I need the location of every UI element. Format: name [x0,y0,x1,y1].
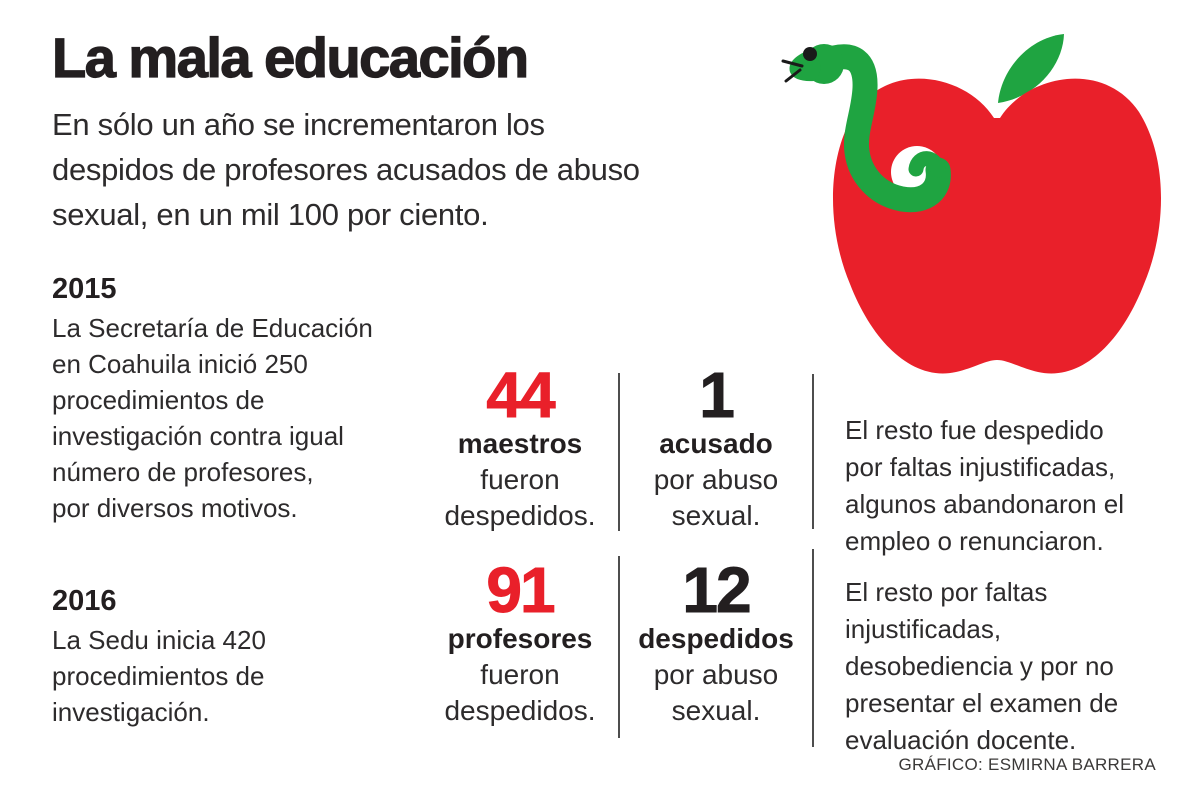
stat-fired-2016: 91 profesores fueron despedidos. [420,554,620,729]
stat-accused-2016-number: 12 [682,554,752,626]
note-2016: El resto por faltas injustificadas, deso… [845,577,1119,755]
year-2015-text: La Secretaría de Educación en Coahuila i… [52,313,373,523]
year-2015-block: 2015 La Secretaría de Educación en Coahu… [52,272,432,526]
stat-fired-2015: 44 maestros fueron despedidos. [420,359,620,534]
divider-row1-left [618,373,620,531]
stat-accused-2015: 1 acusado por abuso sexual. [622,359,810,534]
stat-fired-2015-label: maestros [457,428,583,459]
worm-tail-icon [908,151,946,178]
stat-accused-2015-detail: por abuso sexual. [653,464,779,531]
graphic-credit: GRÁFICO: ESMIRNA BARRERA [898,755,1156,774]
divider-row2-right [812,549,814,747]
stat-accused-2015-number: 1 [699,359,736,431]
header: La mala educación En sólo un año se incr… [51,24,762,237]
stat-fired-2015-number: 44 [486,359,556,431]
divider-row1-right [812,374,814,529]
page-title: La mala educación [51,25,529,89]
stat-fired-2015-detail: fueron despedidos. [444,464,596,531]
stat-accused-2015-label: acusado [659,428,773,459]
year-2015-heading: 2015 [52,273,117,305]
stat-accused-2016: 12 despedidos por abuso sexual. [622,554,810,729]
stat-accused-2016-label: despedidos [638,623,794,654]
year-2016-text: La Sedu inicia 420 procedimientos de inv… [52,625,266,727]
subtitle: En sólo un año se incrementaron los desp… [52,107,640,232]
apple-icon [832,78,1162,374]
worm-icon [809,44,951,213]
divider-row2-left [618,556,620,738]
note-2015: El resto fue despedido por faltas injust… [845,415,1125,556]
stat-accused-2016-detail: por abuso sexual. [653,659,779,726]
stat-fired-2016-number: 91 [486,554,556,626]
worm-mouth-icon [781,59,804,83]
worm-eye-icon [803,47,817,61]
year-2016-block: 2016 La Sedu inicia 420 procedimientos d… [52,584,432,730]
stat-fired-2016-label: profesores [447,623,593,654]
year-2016-heading: 2016 [52,585,117,617]
leaf-icon [998,34,1064,103]
stat-fired-2016-detail: fueron despedidos. [444,659,596,726]
apple-with-worm-illustration [781,34,1162,374]
